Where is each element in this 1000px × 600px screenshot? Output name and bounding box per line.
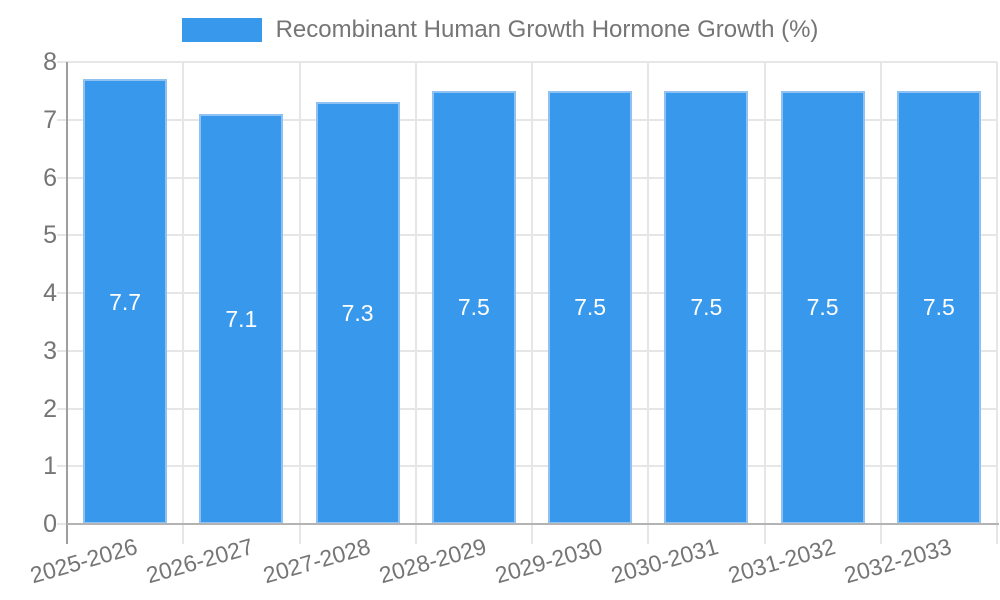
- bar-value-label: 7.7: [109, 288, 142, 315]
- bar: [199, 113, 284, 524]
- y-axis-tick-label: 8: [43, 48, 57, 76]
- v-gridline: [298, 62, 301, 544]
- x-axis-tick-label: 2032-2033: [841, 533, 955, 589]
- bar: [548, 90, 633, 524]
- v-gridline: [996, 62, 998, 544]
- bar-value-label: 7.5: [922, 294, 955, 321]
- h-gridline: [57, 234, 997, 237]
- bar: [896, 90, 981, 524]
- y-axis-tick-label: 0: [43, 510, 57, 538]
- v-gridline: [763, 62, 766, 544]
- y-axis-tick-label: 1: [43, 452, 57, 481]
- x-axis-tick-label: 2025-2026: [27, 533, 141, 589]
- legend-item[interactable]: Recombinant Human Growth Hormone Growth …: [181, 16, 819, 44]
- v-gridline: [182, 62, 185, 544]
- legend-swatch-icon: [181, 18, 262, 42]
- v-gridline: [647, 62, 650, 544]
- y-axis-tick-label: 6: [43, 163, 57, 192]
- h-gridline: [57, 176, 997, 179]
- y-axis-tick-label: 3: [43, 336, 57, 365]
- legend-label: Recombinant Human Growth Hormone Growth …: [275, 16, 819, 43]
- x-axis-tick-label: 2029-2030: [492, 533, 606, 589]
- v-gridline: [879, 62, 882, 544]
- bar-value-label: 7.5: [574, 294, 607, 321]
- h-gridline: [57, 407, 997, 410]
- bar-value-label: 7.5: [457, 294, 490, 321]
- x-axis-tick-label: 2031-2032: [724, 533, 838, 589]
- y-axis-tick-label: 4: [43, 279, 57, 307]
- h-gridline: [57, 465, 997, 468]
- h-gridline: [57, 118, 997, 121]
- y-axis-tick-label: 5: [43, 221, 57, 250]
- bar: [431, 90, 516, 524]
- v-gridline: [531, 62, 533, 544]
- bar: [83, 79, 168, 524]
- chart-legend: Recombinant Human Growth Hormone Growth …: [0, 16, 1000, 44]
- x-axis-tick-label: 2030-2031: [608, 533, 722, 589]
- x-axis-tick-label: 2026-2027: [143, 533, 257, 589]
- h-gridline: [57, 292, 997, 294]
- bar: [315, 102, 400, 524]
- h-gridline: [57, 349, 997, 352]
- h-gridline: [57, 61, 997, 63]
- y-axis-tick-label: 2: [43, 394, 57, 423]
- bar-value-label: 7.5: [690, 294, 723, 321]
- bar-value-label: 7.5: [806, 294, 839, 321]
- x-axis-line: [67, 523, 999, 525]
- y-axis-tick-label: 7: [43, 105, 57, 134]
- bar: [780, 90, 865, 524]
- bar-value-label: 7.3: [341, 300, 374, 327]
- x-axis-tick-label: 2027-2028: [259, 533, 373, 589]
- bar: [664, 90, 749, 524]
- x-axis-tick-label: 2028-2029: [376, 533, 490, 589]
- v-gridline: [414, 62, 417, 544]
- y-tick: [57, 523, 67, 525]
- bar-value-label: 7.1: [225, 305, 258, 332]
- y-axis-line: [66, 62, 68, 544]
